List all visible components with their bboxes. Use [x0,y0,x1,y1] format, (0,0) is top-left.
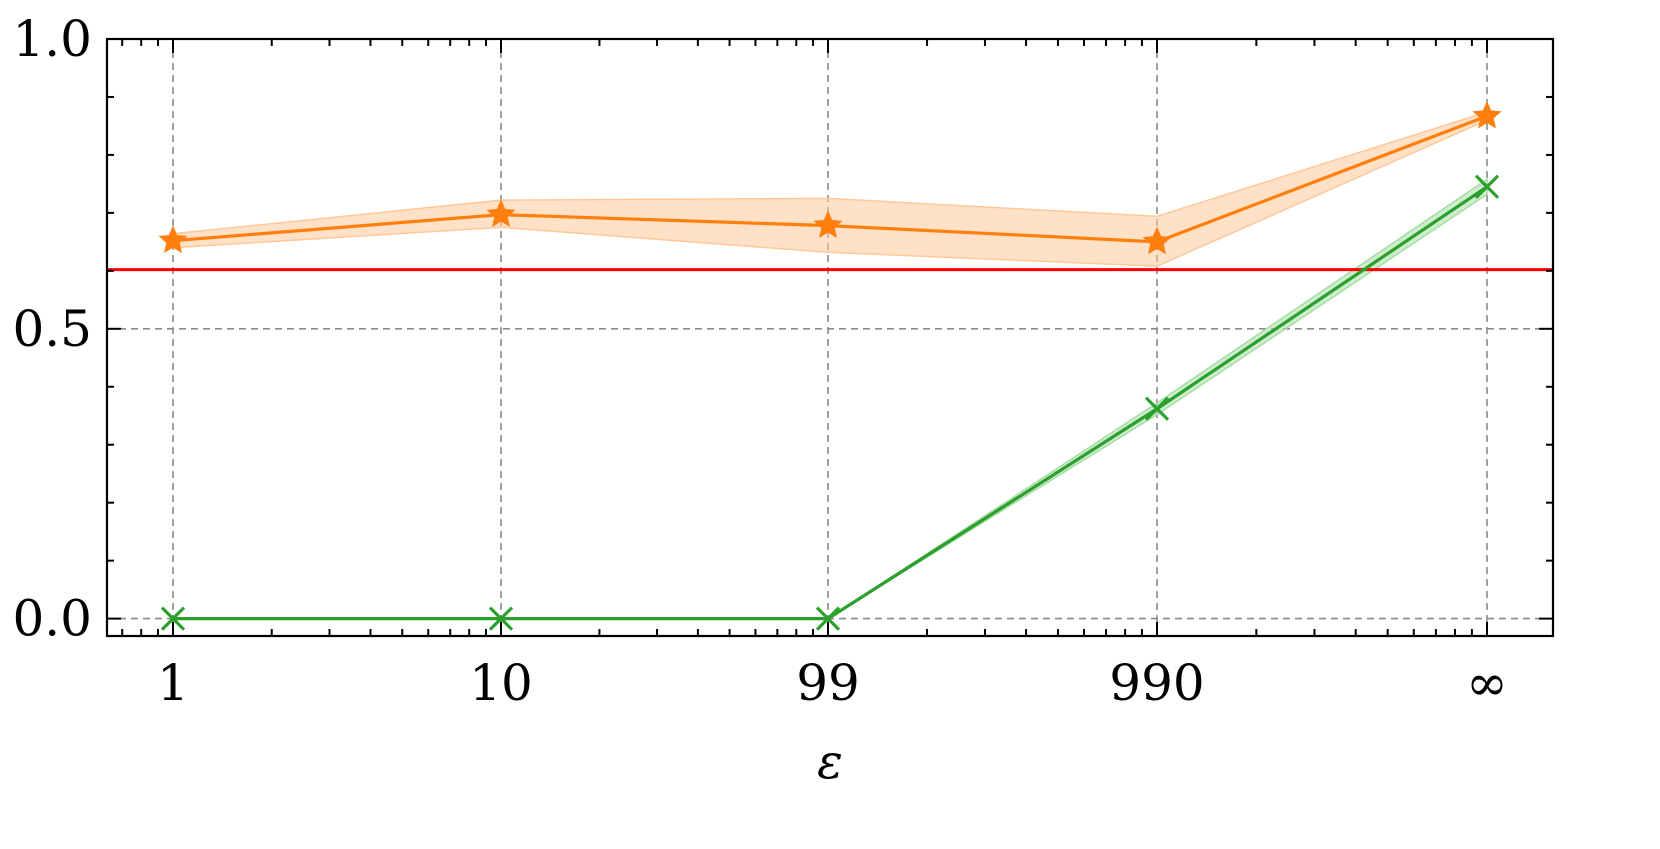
plot-frame [105,37,1555,638]
data-point-x [815,606,841,631]
data-point-star [1472,100,1502,129]
y-tick-label: 0.0 [12,590,92,648]
data-point-star [1142,226,1172,255]
data-point-x [1144,396,1170,421]
tick-marks [107,38,1553,636]
data-point-star [486,199,516,227]
x-axis-label: ε [817,734,843,790]
series-lines [172,114,1488,621]
confidence-bands [172,111,1488,620]
data-point-x [488,606,514,631]
x-tick-label: 10 [469,654,533,712]
x-tick-label: 99 [796,654,860,712]
x-tick-label: ∞ [1466,654,1508,712]
series-markers [158,100,1502,631]
data-point-star [158,225,188,254]
data-point-x [1474,174,1500,199]
tick-labels: 1 10 99 990 ∞ 0.0 0.5 1.0 [12,10,1507,712]
y-tick-label: 1.0 [12,10,92,68]
x-tick-label: 990 [1109,654,1204,712]
data-point-star [813,210,843,238]
y-tick-label: 0.5 [12,300,92,358]
confidence-band [172,111,1488,267]
grid-layer [107,38,1553,636]
x-tick-label: 1 [157,654,189,712]
data-point-x [160,606,186,631]
